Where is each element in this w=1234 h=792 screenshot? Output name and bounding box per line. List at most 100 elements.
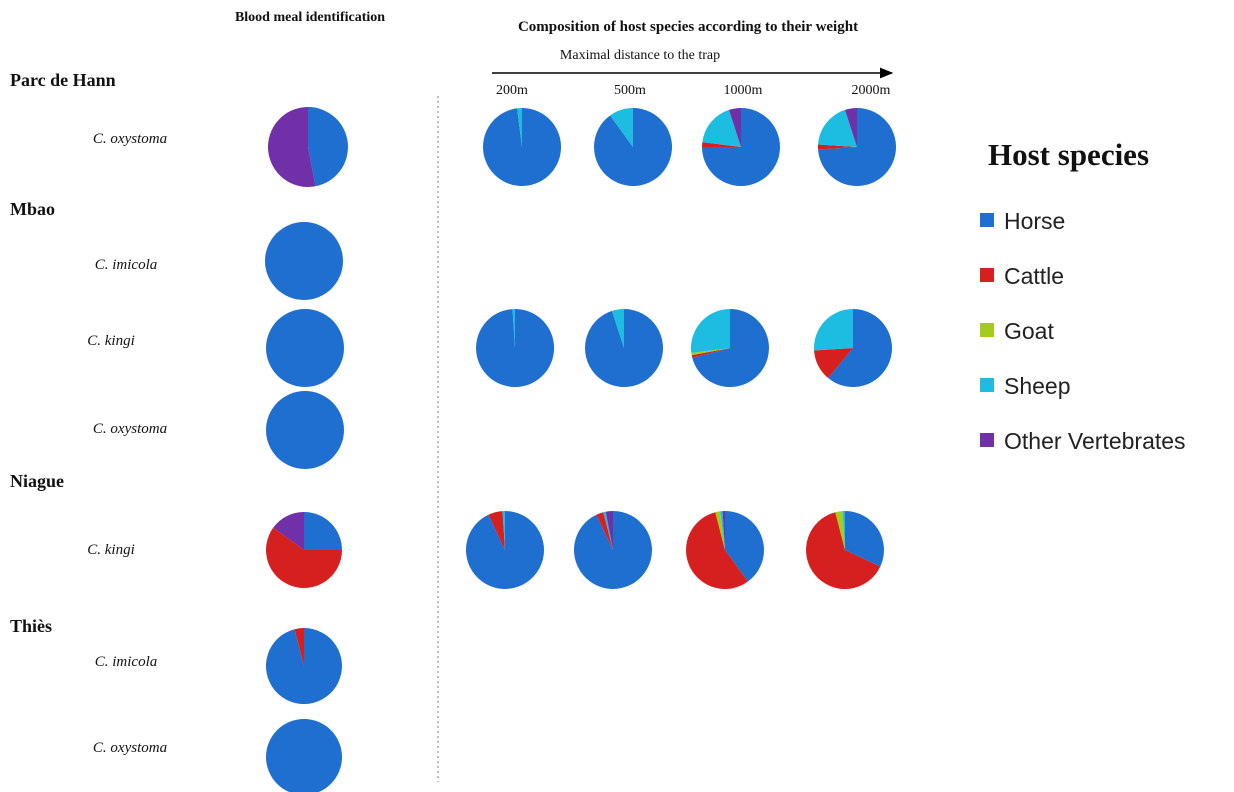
site-label-niague: Niague — [10, 471, 64, 491]
pie-slice-goat — [715, 511, 725, 550]
pie-slice-horse — [594, 107, 673, 186]
pie-slice-horse — [692, 309, 770, 387]
distance-axis-label: Maximal distance to the trap — [560, 48, 720, 63]
species-label: C. kingi — [87, 333, 135, 349]
weight-pie-500m — [594, 107, 673, 186]
weight-pie-200m — [465, 511, 544, 589]
blood-meal-pie — [266, 391, 344, 469]
pie-slice-cattle — [818, 144, 857, 150]
pie-slice-horse — [304, 512, 342, 550]
pie-slice-cattle — [814, 348, 853, 379]
legend-swatch-sheep — [980, 378, 994, 392]
legend-title: Host species — [988, 137, 1149, 172]
distance-label-2000m: 2000m — [852, 83, 891, 98]
pie-slice-sheep — [517, 108, 522, 147]
blood-meal-pie — [267, 107, 348, 187]
pie-slice-cattle — [266, 527, 342, 588]
pie-slice-goat — [691, 348, 730, 356]
weight-pie-1000m — [685, 511, 764, 590]
pie-slice-horse — [266, 719, 342, 792]
pie-slice-other-vertebrates — [267, 107, 316, 187]
blood-meal-pie — [265, 628, 342, 704]
pie-slice-horse — [465, 511, 544, 589]
pie-slice-other-vertebrates — [728, 108, 741, 147]
blood-meal-pie — [265, 222, 343, 300]
legend-label-horse: Horse — [1004, 208, 1065, 234]
pie-slice-cattle — [596, 512, 613, 550]
legend: Host species Horse Cattle Goat Sheep Oth… — [980, 137, 1186, 454]
pie-slice-other-vertebrates — [722, 511, 725, 550]
pie-slice-cattle — [685, 512, 748, 590]
blood-meal-header: Blood meal identification — [235, 10, 385, 25]
pie-slice-horse — [483, 107, 562, 186]
distance-label-1000m: 1000m — [724, 83, 763, 98]
pie-slice-sheep — [611, 309, 624, 348]
pie-slice-horse — [573, 511, 652, 589]
pie-slice-other-vertebrates — [605, 511, 613, 550]
pie-slice-sheep — [691, 309, 730, 353]
weight-pie-1000m — [702, 108, 780, 186]
pie-slice-horse — [585, 309, 664, 387]
pie-slice-sheep — [818, 109, 857, 147]
legend-swatch-other-vertebrates — [980, 433, 994, 447]
species-label: C. oxystoma — [93, 740, 167, 756]
weight-pie-2000m — [818, 108, 897, 186]
pie-slice-horse — [308, 107, 348, 187]
pie-slice-horse — [265, 628, 342, 704]
distance-label-200m: 200m — [496, 83, 528, 98]
pie-slice-sheep — [610, 108, 633, 147]
pie-slice-sheep — [603, 511, 613, 550]
pie-slice-cattle — [488, 511, 505, 550]
pie-slice-horse — [266, 309, 344, 387]
pie-slice-sheep — [814, 309, 853, 351]
species-label: C. imicola — [95, 257, 158, 273]
species-label: C. oxystoma — [93, 421, 167, 437]
species-label: C. kingi — [87, 542, 135, 558]
pie-slice-other-vertebrates — [273, 512, 304, 550]
legend-swatch-cattle — [980, 268, 994, 282]
weight-pie-200m — [483, 107, 562, 186]
blood-meal-pie — [266, 512, 342, 588]
species-label: C. imicola — [95, 654, 158, 670]
pie-slice-sheep — [512, 309, 515, 348]
weight-pie-500m — [585, 309, 664, 387]
legend-label-goat: Goat — [1004, 318, 1054, 344]
legend-label-other-vertebrates: Other Vertebrates — [1004, 428, 1186, 454]
blood-meal-pie — [266, 719, 342, 792]
pie-slice-sheep — [842, 511, 845, 550]
legend-label-sheep: Sheep — [1004, 373, 1071, 399]
pie-slice-sheep — [702, 109, 741, 147]
distance-label-500m: 500m — [614, 83, 646, 98]
pie-slice-horse — [266, 391, 344, 469]
site-label-thies: Thiès — [10, 616, 52, 636]
pie-slice-horse — [845, 511, 885, 567]
weight-composition-header: Composition of host species according to… — [518, 19, 858, 35]
species-label: C. oxystoma — [93, 131, 167, 147]
pie-charts — [265, 107, 897, 792]
site-label-parc-de-hann: Parc de Hann — [10, 70, 116, 90]
weight-pie-200m — [476, 308, 555, 387]
legend-label-cattle: Cattle — [1004, 263, 1064, 289]
pie-slice-cattle — [294, 628, 304, 666]
pie-slice-goat — [835, 511, 845, 550]
pie-slice-cattle — [691, 348, 730, 358]
weight-pie-2000m — [806, 511, 885, 590]
blood-meal-pie — [266, 309, 344, 387]
legend-swatch-horse — [980, 213, 994, 227]
site-label-mbao: Mbao — [10, 199, 55, 219]
legend-swatch-goat — [980, 323, 994, 337]
pie-slice-horse — [725, 511, 764, 582]
pie-slice-sheep — [720, 511, 725, 550]
pie-slice-sheep — [502, 511, 505, 550]
weight-pie-1000m — [691, 309, 770, 387]
pie-slice-horse — [265, 222, 343, 300]
pie-slice-horse — [828, 309, 892, 388]
pie-slice-horse — [818, 108, 897, 186]
weight-pie-2000m — [814, 309, 892, 388]
pie-slice-cattle — [806, 512, 881, 590]
weight-pie-500m — [573, 511, 652, 589]
pie-slice-other-vertebrates — [844, 108, 857, 147]
pie-slice-horse — [476, 308, 555, 387]
pie-slice-cattle — [702, 142, 741, 147]
